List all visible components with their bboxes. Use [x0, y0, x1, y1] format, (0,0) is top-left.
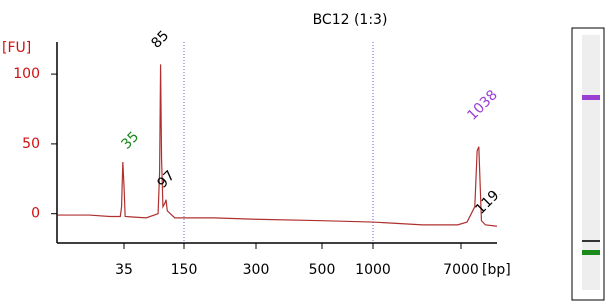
peak-label: 10380: [464, 81, 507, 124]
peak-label: 85: [148, 28, 172, 52]
y-tick-label: 100: [13, 66, 40, 82]
x-tick-label: 300: [243, 262, 270, 278]
y-tick-label: 50: [22, 136, 40, 152]
chart-title: BC12 (1:3): [313, 12, 388, 28]
x-tick-label: 35: [115, 262, 133, 278]
x-tick-label: 500: [309, 262, 336, 278]
gel-lane: [572, 28, 604, 300]
x-axis-label: [bp]: [482, 262, 511, 278]
y-tick-label: 0: [31, 206, 40, 222]
peak-label: 97: [154, 168, 178, 192]
x-tick-label: 7000: [443, 262, 479, 278]
x-tick-label: 150: [171, 262, 198, 278]
x-tick-label: 1000: [355, 262, 391, 278]
y-axis-label: [FU]: [2, 40, 31, 56]
peak-label: 35: [118, 129, 142, 153]
peak-label: 1195: [472, 181, 509, 218]
chart: BC12 (1:3) [FU] [bp] 0 50 100 35 150 300 500 10…: [0, 0, 605, 307]
